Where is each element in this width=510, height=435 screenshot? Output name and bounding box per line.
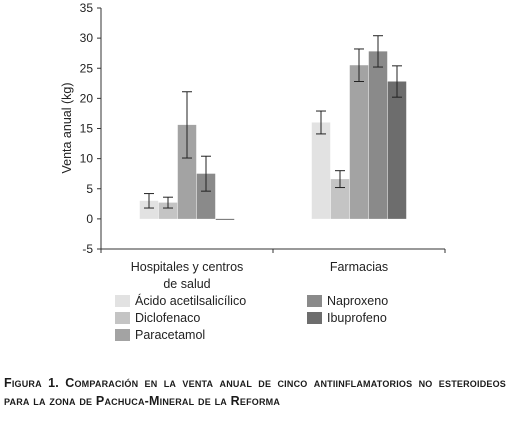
bar-chart: -5 0 5 10 15 20 25 30 35 Hospitales y centros de … [60,1,446,342]
legend-item: Ácido acetilsalicílico [115,293,246,308]
bar [215,218,235,220]
y-axis-label: Venta anual (kg) [60,82,74,173]
y-tick-label: 10 [80,152,94,166]
legend-label: Ibuprofeno [327,311,387,325]
y-tick-label: 25 [80,61,94,75]
legend-label: Ácido acetilsalicílico [135,293,246,308]
legend-item: Diclofenaco [115,311,200,325]
legend-swatch [115,312,130,324]
figure-caption: Figura 1. Comparación en la venta anual … [4,376,506,408]
y-tick-label: 5 [86,182,93,196]
y-tick-label: 35 [80,1,94,15]
legend-swatch [307,295,322,307]
category-labels: Hospitales y centros de salud Farmacias [131,260,388,291]
legend: Ácido acetilsalicílico Diclofenaco Paracet… [115,293,388,342]
x-tick-label: Hospitales y centros [131,260,244,274]
legend-label: Naproxeno [327,294,388,308]
y-tick-label: -5 [82,242,93,256]
x-tick-label: de salud [163,277,210,291]
legend-label: Paracetamol [135,328,205,342]
legend-item: Naproxeno [307,294,388,308]
y-tick-label: 0 [86,212,93,226]
bar [158,202,178,219]
error-bars [144,35,402,209]
legend-swatch [115,295,130,307]
bar [311,122,331,219]
y-tick-label: 30 [80,31,94,45]
bar [139,200,159,219]
bar [196,173,216,219]
bar [368,51,388,219]
bar [330,179,350,219]
legend-swatch [307,312,322,324]
legend-item: Paracetamol [115,328,205,342]
bar [349,65,369,219]
bar [387,81,407,219]
legend-swatch [115,329,130,341]
x-tick-label: Farmacias [330,260,388,274]
y-tick-label: 15 [80,122,94,136]
legend-item: Ibuprofeno [307,311,387,325]
bars [139,51,407,220]
legend-label: Diclofenaco [135,311,200,325]
bar [177,124,197,219]
axes: -5 0 5 10 15 20 25 30 35 [80,1,446,256]
y-tick-label: 20 [80,91,94,105]
